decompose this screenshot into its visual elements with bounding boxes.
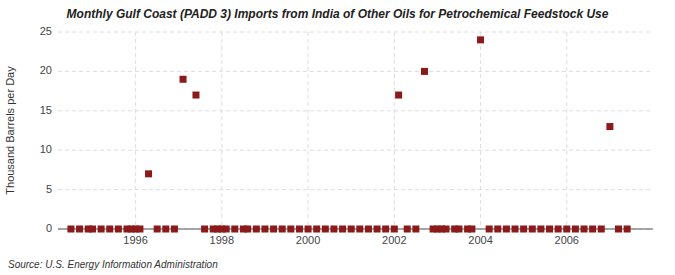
point <box>313 226 320 233</box>
y-tick-label: 20 <box>40 64 52 76</box>
point <box>223 226 230 233</box>
point <box>98 226 105 233</box>
x-grid-line <box>308 32 309 229</box>
point <box>192 92 199 99</box>
point <box>322 226 329 233</box>
point <box>67 226 74 233</box>
point <box>468 226 475 233</box>
point <box>443 226 450 233</box>
point <box>76 226 83 233</box>
y-tick-label: 5 <box>46 183 52 195</box>
source: Source: U.S. Energy Information Administ… <box>8 259 218 270</box>
point <box>589 226 596 233</box>
point <box>412 226 419 233</box>
y-tick-label: 10 <box>40 143 52 155</box>
point <box>615 226 622 233</box>
point <box>382 226 389 233</box>
x-tick-label: 1996 <box>123 234 147 246</box>
tick-labels: 0 5 10 15 20 25 1996 1998 2000 2002 2004 2006 <box>40 25 579 246</box>
y-tick-label: 25 <box>40 25 52 37</box>
point <box>287 226 294 233</box>
y-grid-line <box>58 32 653 33</box>
x-grid-line <box>221 32 222 229</box>
point <box>537 226 544 233</box>
x-tick-label: 2006 <box>555 234 579 246</box>
point <box>606 123 613 130</box>
point <box>563 226 570 233</box>
point <box>494 226 501 233</box>
grid <box>58 32 653 229</box>
point <box>512 226 519 233</box>
point <box>171 226 178 233</box>
point <box>261 226 268 233</box>
point <box>348 226 355 233</box>
point <box>296 226 303 233</box>
point <box>486 226 493 233</box>
point <box>581 226 588 233</box>
point <box>253 226 260 233</box>
point <box>180 76 187 83</box>
point <box>374 226 381 233</box>
point <box>421 68 428 75</box>
point <box>136 226 143 233</box>
point <box>455 226 462 233</box>
point <box>520 226 527 233</box>
point <box>546 226 553 233</box>
point <box>270 226 277 233</box>
point <box>154 226 161 233</box>
point <box>356 226 363 233</box>
point <box>503 226 510 233</box>
point <box>279 226 286 233</box>
y-tick-label: 0 <box>46 222 52 234</box>
point <box>477 36 484 43</box>
point <box>339 226 346 233</box>
point <box>572 226 579 233</box>
point <box>598 226 605 233</box>
point <box>89 226 96 233</box>
x-grid-line <box>135 32 136 229</box>
x-grid-line <box>480 32 481 229</box>
x-grid-line <box>394 32 395 229</box>
point <box>365 226 372 233</box>
y-grid-line <box>58 110 653 111</box>
y-grid-line <box>58 150 653 151</box>
title: Monthly Gulf Coast (PADD 3) Imports from… <box>67 7 609 21</box>
point <box>529 226 536 233</box>
point <box>162 226 169 233</box>
point <box>201 226 208 233</box>
y-axis-label: Thousand Barrels per Day <box>4 66 16 195</box>
y-tick-label: 15 <box>40 104 52 116</box>
point <box>404 226 411 233</box>
point <box>145 170 152 177</box>
point <box>330 226 337 233</box>
x-tick-label: 2004 <box>468 234 492 246</box>
point <box>244 226 251 233</box>
x-grid-line <box>566 32 567 229</box>
point <box>391 226 398 233</box>
y-grid-line <box>58 189 653 190</box>
x-tick-label: 2000 <box>296 234 320 246</box>
point <box>305 226 312 233</box>
point <box>555 226 562 233</box>
chart: 0 5 10 15 20 25 1996 1998 2000 2002 2004 2006 Thousa… <box>0 0 675 275</box>
x-tick-label: 2002 <box>382 234 406 246</box>
point <box>624 226 631 233</box>
point <box>231 226 238 233</box>
point <box>395 92 402 99</box>
point <box>115 226 122 233</box>
points <box>67 36 630 232</box>
x-tick-label: 1998 <box>210 234 234 246</box>
point <box>106 226 113 233</box>
y-grid-line <box>58 71 653 72</box>
